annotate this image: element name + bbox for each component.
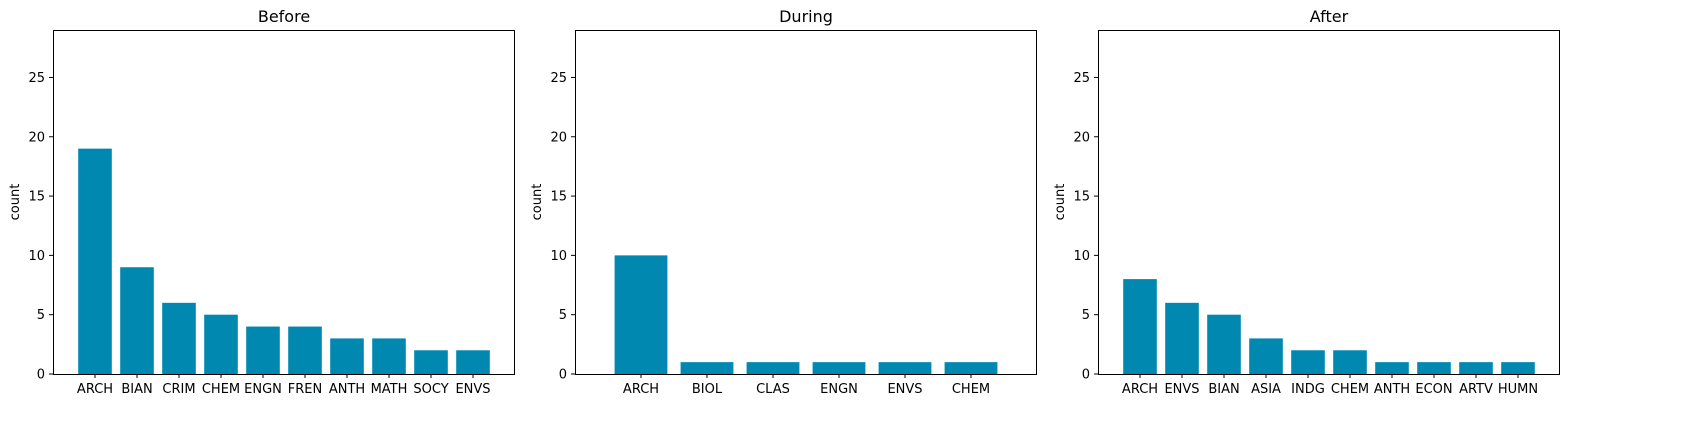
y-tick-label: 20 — [28, 130, 45, 145]
x-tick-label: ENVS — [455, 382, 490, 397]
y-tick-label: 25 — [28, 71, 45, 86]
x-tick-label: CHEM — [952, 382, 990, 397]
x-tick-label: BIAN — [1208, 382, 1239, 397]
x-tick-label: CLAS — [756, 382, 790, 397]
x-tick-label: ARCH — [623, 382, 659, 397]
x-tick-label: ARCH — [77, 382, 113, 397]
y-axis-label: count — [530, 184, 545, 221]
bar-engn — [246, 326, 280, 374]
bar-arch — [78, 148, 112, 374]
x-tick-label: ANTH — [1374, 382, 1410, 397]
y-tick-label: 25 — [1073, 71, 1090, 86]
bars — [1123, 279, 1535, 374]
y-tick-label: 0 — [559, 368, 567, 383]
plot-frame — [575, 30, 1037, 375]
bar-indg — [1291, 350, 1325, 374]
bar-econ — [1417, 362, 1451, 374]
y-tick-label: 5 — [37, 308, 45, 323]
x-tick-label: ASIA — [1251, 382, 1281, 397]
plot-frame — [53, 30, 515, 375]
chart-title: Before — [258, 7, 310, 26]
y-tick-label: 25 — [550, 71, 567, 86]
y-tick-label: 15 — [1073, 190, 1090, 205]
y-tick-label: 0 — [37, 368, 45, 383]
chart-before: Before count 0 5 10 15 20 25 ARCH BIAN CRIM CHEM… — [8, 7, 515, 397]
bars — [78, 148, 490, 374]
bar-socy — [414, 350, 448, 374]
x-ticks: ARCH ENVS BIAN ASIA INDG CHEM ANTH ECON ARTV HUMN — [1122, 374, 1538, 397]
bar-biol — [680, 362, 734, 374]
bar-humn — [1501, 362, 1535, 374]
y-tick-label: 20 — [1073, 130, 1090, 145]
bar-arch — [614, 255, 668, 374]
bar-engn — [812, 362, 866, 374]
y-ticks: 0 5 10 15 20 25 — [28, 71, 53, 383]
x-ticks: ARCH BIOL CLAS ENGN ENVS CHEM — [623, 374, 990, 397]
bar-chem — [204, 314, 238, 374]
x-tick-label: SOCY — [413, 382, 448, 397]
y-axis-label: count — [1053, 184, 1068, 221]
bar-crim — [162, 302, 196, 374]
y-tick-label: 15 — [550, 190, 567, 205]
x-tick-label: ENVS — [887, 382, 922, 397]
bar-bian — [1207, 314, 1241, 374]
x-tick-label: CRIM — [162, 382, 195, 397]
y-ticks: 0 5 10 15 20 25 — [1073, 71, 1098, 383]
y-tick-label: 10 — [550, 249, 567, 264]
y-tick-label: 10 — [28, 249, 45, 264]
chart-during: During count 0 5 10 15 20 25 ARCH BIOL CLAS ENGN… — [530, 7, 1037, 397]
bar-anth — [330, 338, 364, 374]
x-tick-label: BIOL — [692, 382, 723, 397]
y-tick-label: 20 — [550, 130, 567, 145]
x-tick-label: CHEM — [1331, 382, 1369, 397]
x-tick-label: FREN — [288, 382, 322, 397]
bar-envs — [878, 362, 932, 374]
x-tick-label: ANTH — [329, 382, 365, 397]
x-tick-label: MATH — [371, 382, 408, 397]
y-tick-label: 15 — [28, 190, 45, 205]
chart-title: During — [779, 7, 833, 26]
x-tick-label: ARCH — [1122, 382, 1158, 397]
bar-math — [372, 338, 406, 374]
x-tick-label: ENVS — [1164, 382, 1199, 397]
x-tick-label: ARTV — [1459, 382, 1493, 397]
bar-envs — [456, 350, 490, 374]
bar-asia — [1249, 338, 1283, 374]
bar-artv — [1459, 362, 1493, 374]
x-tick-label: ENGN — [244, 382, 282, 397]
y-tick-label: 5 — [1082, 308, 1090, 323]
y-tick-label: 5 — [559, 308, 567, 323]
bar-chem — [944, 362, 998, 374]
x-tick-label: BIAN — [121, 382, 152, 397]
y-ticks: 0 5 10 15 20 25 — [550, 71, 575, 383]
x-tick-label: ENGN — [820, 382, 858, 397]
x-tick-label: INDG — [1291, 382, 1325, 397]
bar-clas — [746, 362, 800, 374]
bar-fren — [288, 326, 322, 374]
bars — [614, 255, 998, 374]
bar-envs — [1165, 302, 1199, 374]
y-tick-label: 10 — [1073, 249, 1090, 264]
y-axis-label: count — [8, 184, 23, 221]
bar-chem — [1333, 350, 1367, 374]
x-tick-label: CHEM — [202, 382, 240, 397]
chart-title: After — [1310, 7, 1349, 26]
x-tick-label: HUMN — [1498, 382, 1538, 397]
plot-frame — [1098, 30, 1560, 375]
bar-arch — [1123, 279, 1157, 374]
chart-after: After count 0 5 10 15 20 25 ARCH ENVS BIAN ASIA I… — [1053, 7, 1560, 397]
bar-anth — [1375, 362, 1409, 374]
y-tick-label: 0 — [1082, 368, 1090, 383]
x-tick-label: ECON — [1415, 382, 1452, 397]
x-ticks: ARCH BIAN CRIM CHEM ENGN FREN ANTH MATH SOCY ENVS — [77, 374, 491, 397]
bar-bian — [120, 267, 154, 374]
